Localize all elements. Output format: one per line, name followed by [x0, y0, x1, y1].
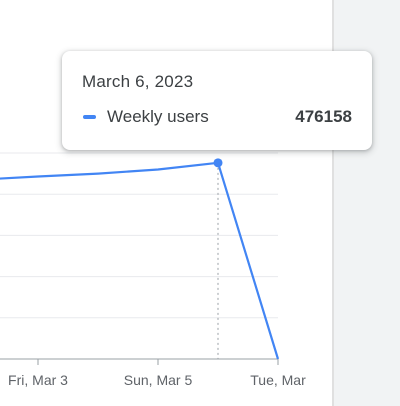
x-tick-label: Fri, Mar 3 [8, 372, 68, 388]
chart-tooltip: March 6, 2023 Weekly users 476158 [62, 51, 372, 150]
tooltip-date: March 6, 2023 [82, 72, 194, 91]
panel-divider [332, 0, 334, 406]
gridlines [0, 152, 278, 319]
series-line-weekly-users [0, 161, 280, 360]
highlighted-data-point[interactable] [213, 158, 223, 168]
tooltip-series-label: Weekly users [107, 107, 209, 126]
series-layer [0, 158, 280, 360]
x-axis: Fri, Mar 3 Sun, Mar 5 Tue, Mar [0, 358, 306, 388]
tooltip-series-swatch [83, 115, 96, 119]
tooltip-value: 476158 [295, 107, 352, 126]
x-tick-label: Tue, Mar [250, 372, 306, 388]
line-chart: Fri, Mar 3 Sun, Mar 5 Tue, Mar [0, 152, 306, 388]
x-tick-label: Sun, Mar 5 [124, 372, 193, 388]
